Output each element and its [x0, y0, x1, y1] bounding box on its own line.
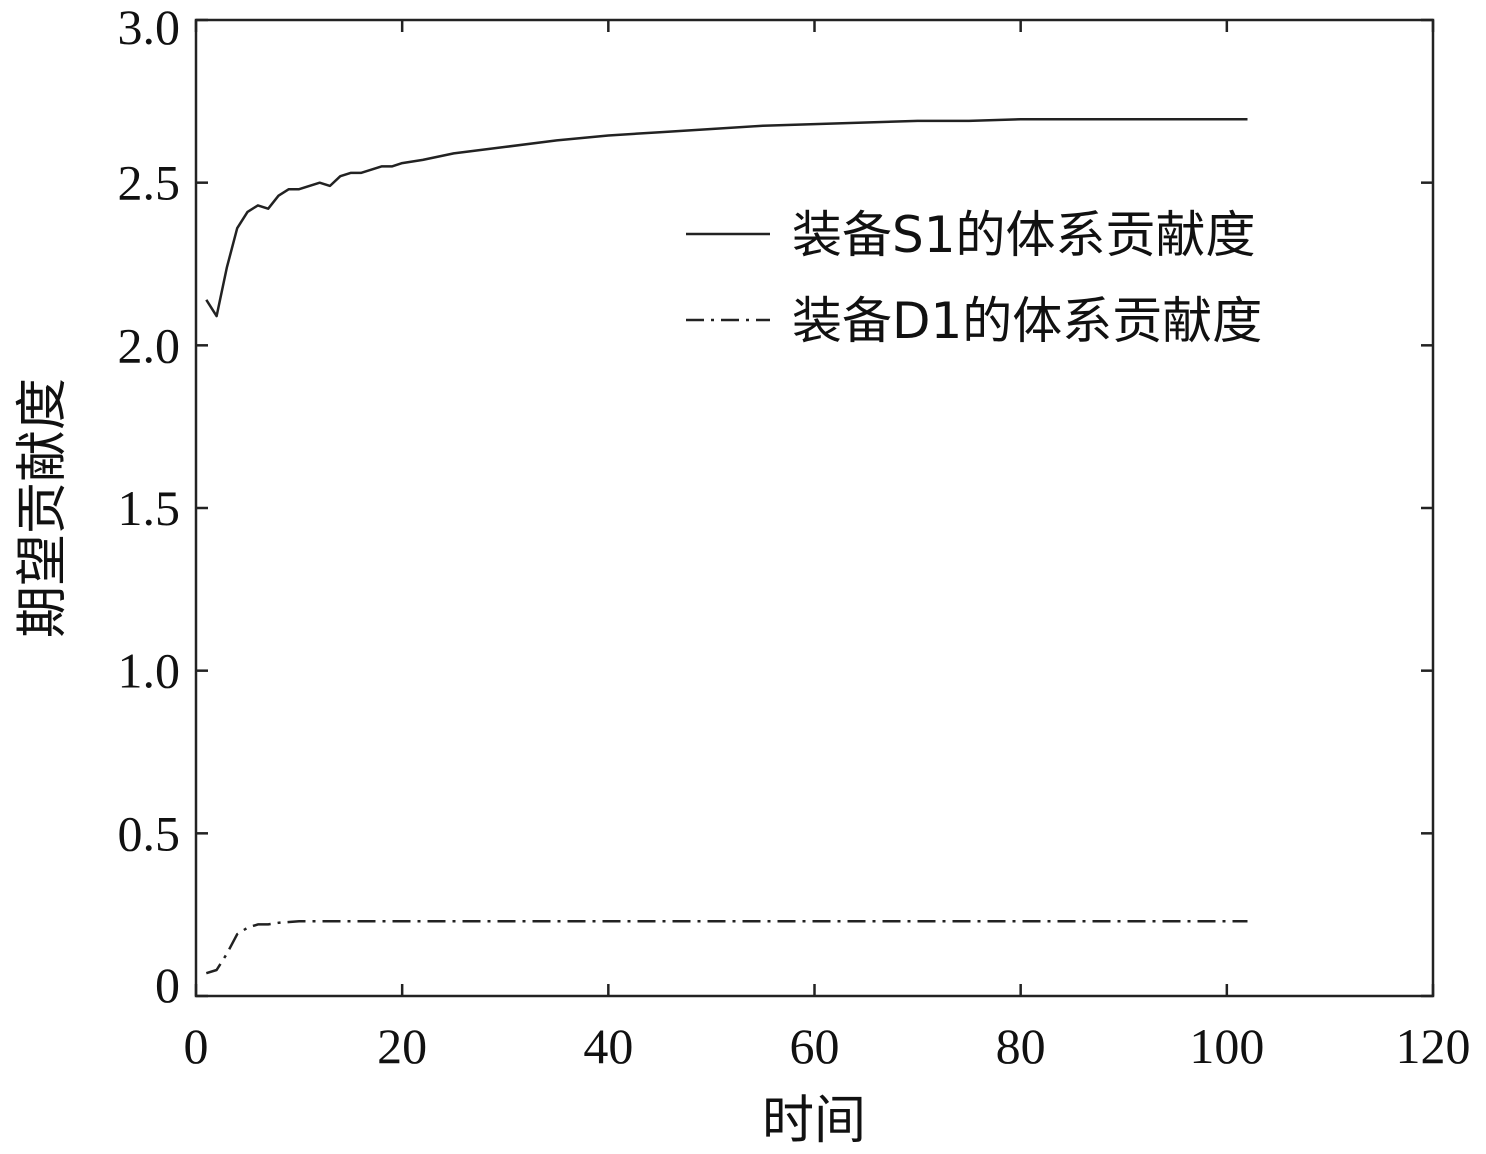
y-tick-label: 0.5 [118, 805, 181, 861]
series-line [205, 919, 1248, 975]
axis-ticks [194, 18, 1435, 998]
x-axis-label: 时间 [762, 1091, 866, 1151]
x-tick-label: 120 [1396, 1018, 1471, 1074]
y-tick-label: 0 [155, 957, 180, 1013]
y-axis-label: 期望贡献度 [13, 378, 73, 638]
y-tick-label: 1.0 [118, 643, 181, 699]
x-tick-label: 0 [184, 1018, 209, 1074]
y-tick-label: 2.5 [118, 155, 181, 211]
y-tick-label: 1.5 [118, 480, 181, 536]
series-line [205, 117, 1248, 318]
axis-tick-labels: 0 20 40 60 80 100 120 0 0.5 1.0 1.5 2.0 2.5 3.0 [118, 0, 1471, 1074]
x-tick-label: 80 [996, 1018, 1046, 1074]
legend-label: 装备D1的体系贡献度 [792, 292, 1262, 350]
y-tick-label: 2.0 [118, 317, 181, 373]
series-lines [205, 117, 1248, 975]
x-tick-label: 20 [377, 1018, 427, 1074]
x-tick-label: 60 [790, 1018, 840, 1074]
x-tick-label: 100 [1189, 1018, 1264, 1074]
y-tick-label: 3.0 [118, 0, 181, 55]
x-tick-label: 40 [583, 1018, 633, 1074]
legend-label: 装备S1的体系贡献度 [792, 206, 1256, 264]
